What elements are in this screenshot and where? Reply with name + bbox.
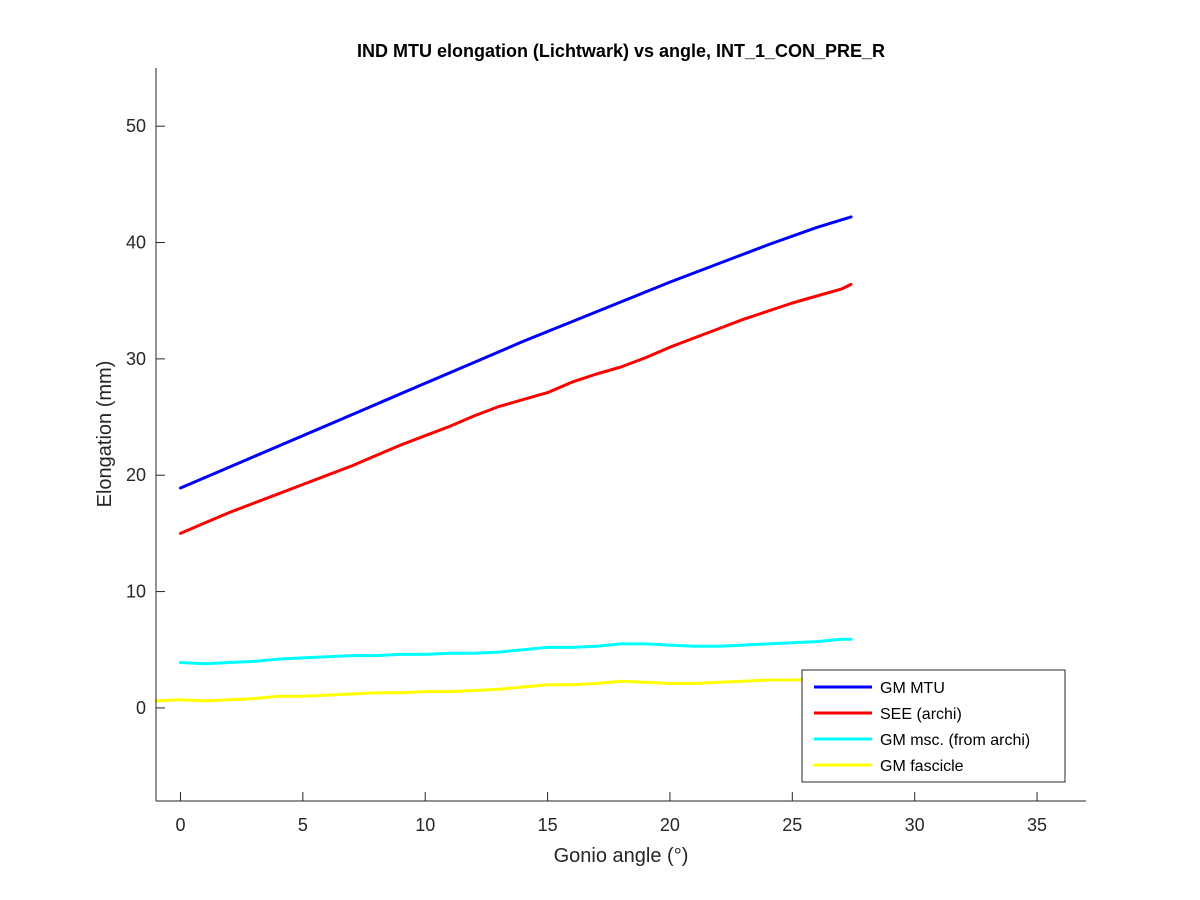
x-ticks: 0 5 10 15 20 25 30 35	[175, 792, 1047, 835]
x-tick-label: 5	[298, 815, 308, 835]
legend-box	[801, 669, 1066, 783]
legend-items: GM MTU SEE (archi) GM msc. (from archi) GM …	[814, 680, 1030, 775]
series-line-see-archi	[179, 282, 853, 535]
legend-label: GM MTU	[880, 680, 945, 697]
x-tick-label: 20	[660, 815, 680, 835]
y-tick-label: 0	[136, 698, 146, 718]
series-line-gm-mtu	[179, 215, 853, 490]
legend-label: GM msc. (from archi)	[880, 732, 1030, 749]
chart-title: IND MTU elongation (Lichtwark) vs angle,…	[357, 41, 885, 61]
y-tick-label: 10	[126, 582, 146, 602]
legend-label: GM fascicle	[880, 758, 964, 775]
x-tick-label: 0	[175, 815, 185, 835]
y-axis-label: Elongation (mm)	[94, 361, 116, 508]
y-tick-label: 20	[126, 465, 146, 485]
y-tick-label: 40	[126, 233, 146, 253]
x-tick-label: 35	[1027, 815, 1047, 835]
y-tick-label: 30	[126, 349, 146, 369]
x-tick-label: 25	[782, 815, 802, 835]
series-line-gm-fascicle	[154, 676, 853, 703]
legend: GM MTU SEE (archi) GM msc. (from archi) GM …	[801, 669, 1066, 783]
series-layer	[154, 215, 853, 703]
y-ticks: 0 10 20 30 40 50	[126, 116, 165, 718]
x-tick-label: 10	[415, 815, 435, 835]
plot-area	[154, 215, 853, 703]
x-tick-label: 15	[538, 815, 558, 835]
x-tick-label: 30	[905, 815, 925, 835]
series-line-gm-msc-from-archi	[179, 637, 853, 666]
axes	[155, 68, 1086, 802]
legend-label: SEE (archi)	[880, 706, 962, 723]
x-axis-label: Gonio angle (°)	[554, 845, 689, 867]
y-tick-label: 50	[126, 116, 146, 136]
